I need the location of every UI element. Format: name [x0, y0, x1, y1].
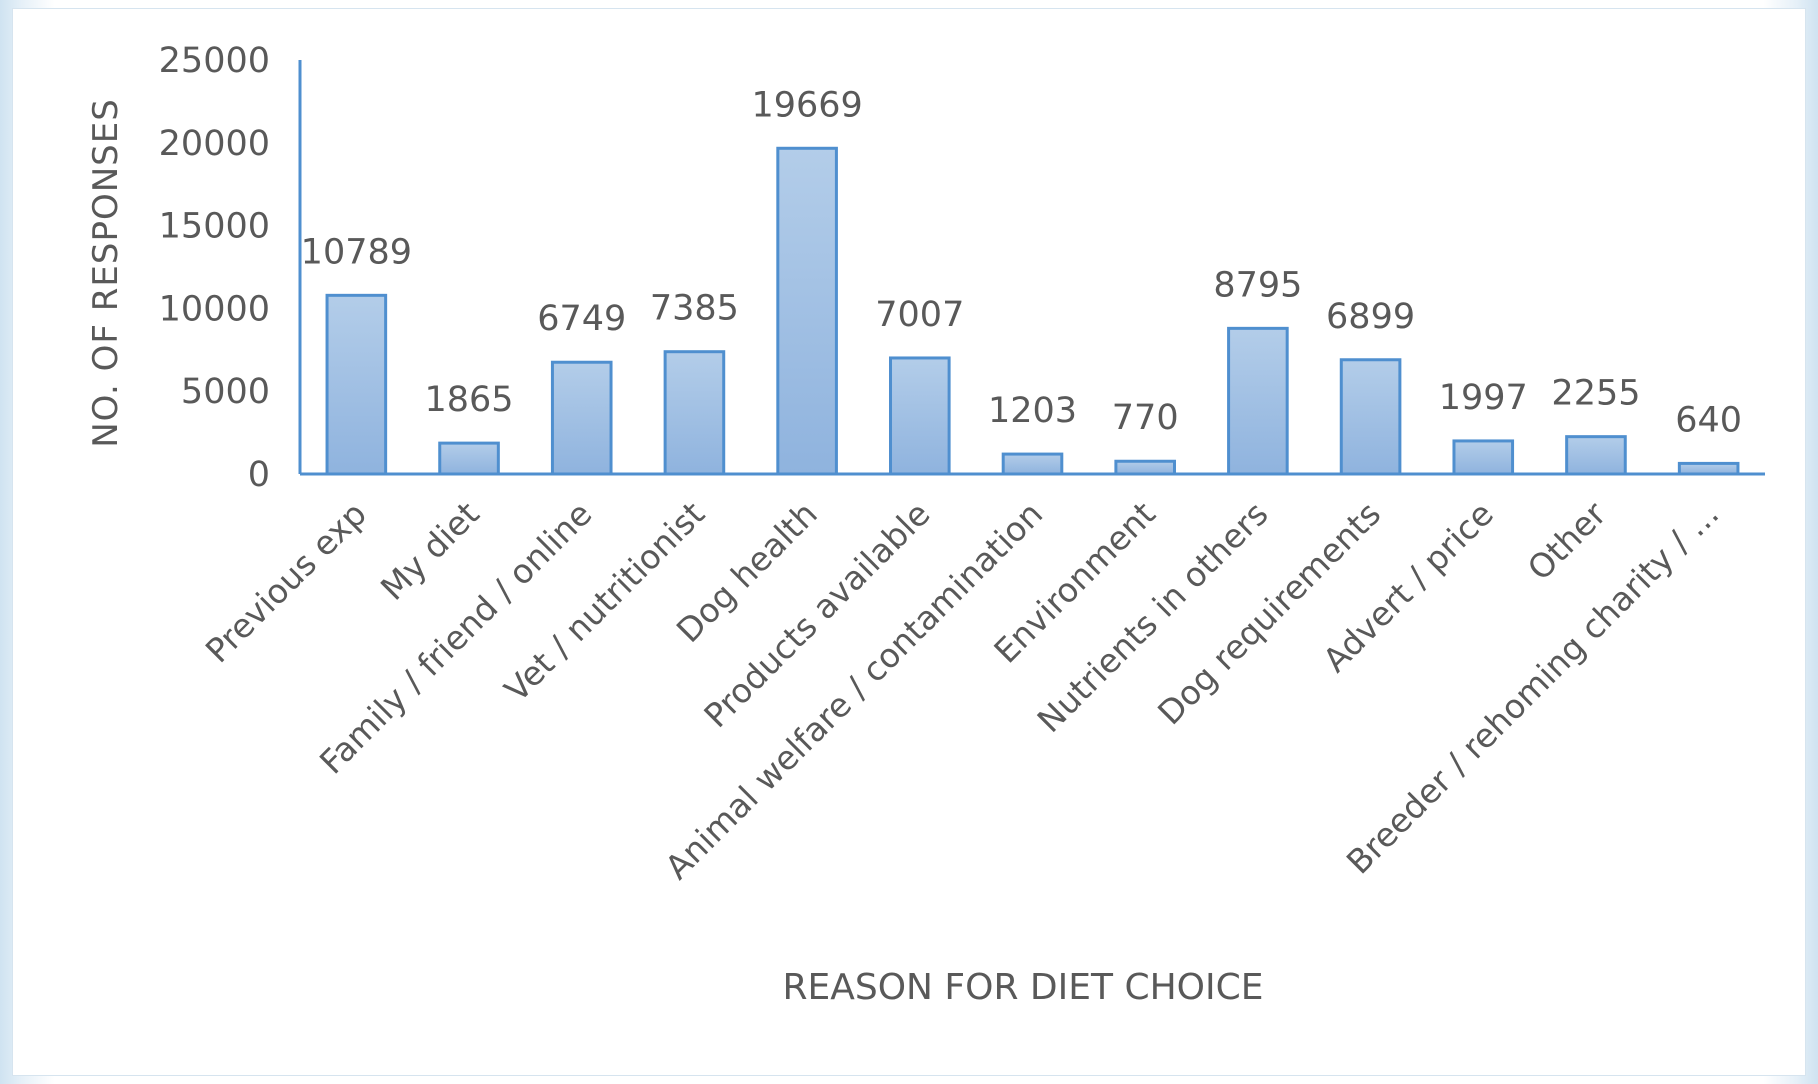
bar-data-label: 1865 [424, 380, 513, 420]
bar-data-label: 1203 [988, 391, 1077, 431]
bar-data-label: 2255 [1551, 374, 1640, 414]
bar [1677, 461, 1740, 476]
bar-data-label: 6899 [1326, 297, 1415, 337]
x-category-label: Vet / nutritionist [497, 494, 712, 709]
y-axis-title: NO. OF RESPONSES [86, 98, 126, 448]
bar-data-label: 19669 [751, 85, 862, 125]
x-category-label: Previous exp [198, 494, 374, 670]
bar-data-label: 7385 [650, 289, 739, 329]
bar [550, 360, 613, 476]
bar-data-label: 640 [1675, 400, 1742, 440]
bar [1452, 439, 1515, 476]
bar-data-label: 1997 [1439, 378, 1528, 418]
bar [889, 356, 951, 476]
data-labels: 10789 1865 6749 7385 19669 7007 1203 770 8795 689… [301, 85, 1742, 440]
bar [1339, 358, 1402, 476]
bar-data-label: 7007 [875, 295, 964, 335]
y-tick-label: 20000 [159, 124, 270, 164]
bar [1001, 452, 1064, 476]
y-tick-label: 5000 [181, 372, 270, 412]
bars [325, 146, 1740, 476]
y-tick-label: 0 [248, 455, 270, 495]
bar [1565, 435, 1627, 476]
bar [1114, 459, 1176, 476]
bar [325, 293, 388, 476]
bar [663, 350, 726, 476]
bar [1227, 326, 1289, 476]
x-category-label: My diet [373, 494, 487, 608]
y-tick-label: 10000 [159, 289, 270, 329]
y-tick-label: 15000 [159, 207, 270, 247]
bar [438, 441, 500, 476]
x-axis-title: REASON FOR DIET CHOICE [782, 967, 1263, 1008]
chart-frame: 0 5000 10000 15000 20000 25000 10789 1865 6749 7… [12, 8, 1806, 1076]
x-category-label: Other [1520, 494, 1614, 588]
y-tick-label: 25000 [159, 41, 270, 81]
bar [776, 146, 838, 476]
bar-data-label: 6749 [537, 299, 626, 339]
bar-data-label: 770 [1112, 398, 1179, 438]
bar-chart: 0 5000 10000 15000 20000 25000 10789 1865 6749 7… [86, 41, 1765, 1008]
bar-data-label: 10789 [301, 232, 412, 272]
y-axis-ticks: 0 5000 10000 15000 20000 25000 [159, 41, 270, 495]
bar-data-label: 8795 [1213, 265, 1302, 305]
x-category-label: Dog requirements [1150, 494, 1388, 732]
